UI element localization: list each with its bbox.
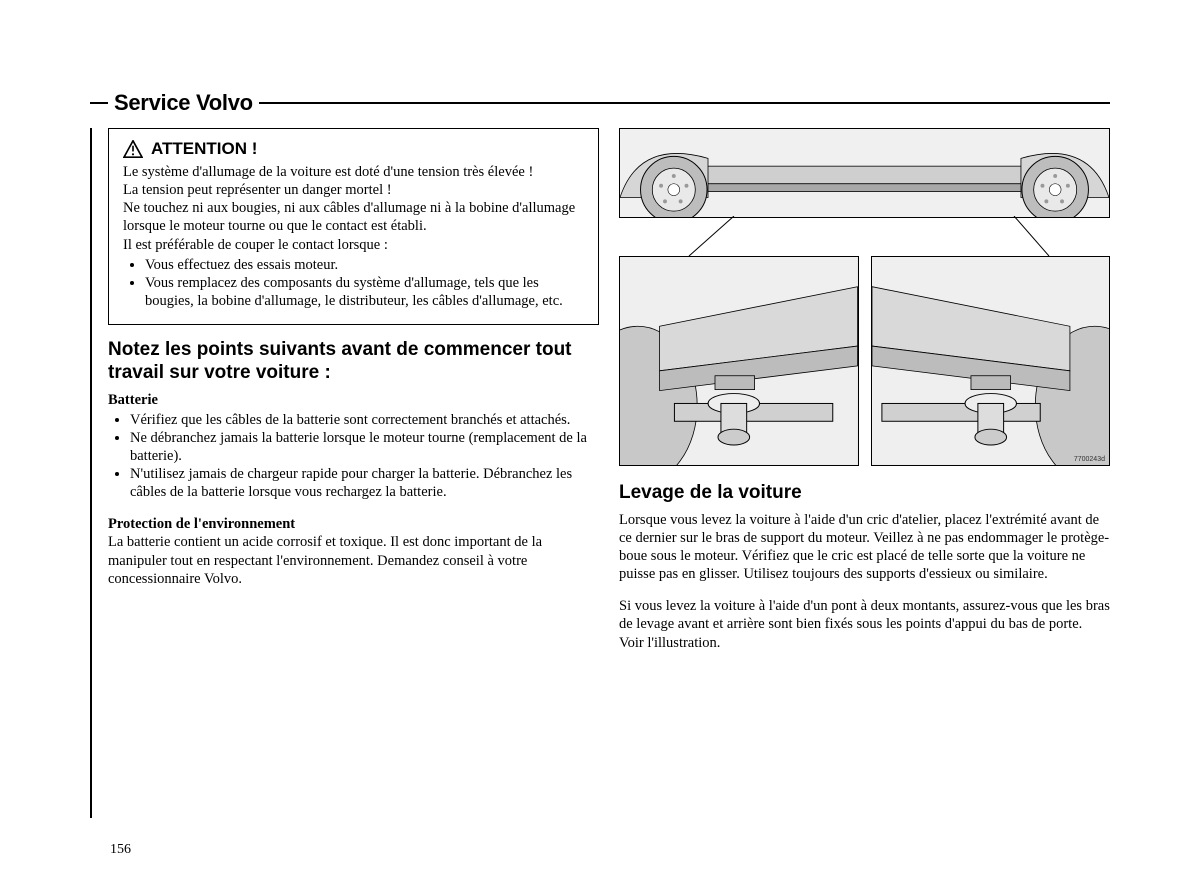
batterie-bullet: N'utilisez jamais de chargeur rapide pou…	[130, 465, 599, 501]
content-columns: ATTENTION ! Le système d'allumage de la …	[90, 128, 1110, 818]
batterie-bullet-list: Vérifiez que les câbles de la batterie s…	[108, 411, 599, 502]
section-title: Service Volvo	[108, 90, 259, 116]
right-p1: Lorsque vous levez la voiture à l'aide d…	[619, 511, 1110, 584]
batterie-bullet: Ne débranchez jamais la batterie lorsque…	[130, 429, 599, 465]
env-label: Protection de l'environnement	[108, 515, 599, 533]
car-side-illustration-icon	[620, 129, 1109, 217]
attention-box: ATTENTION ! Le système d'allumage de la …	[108, 128, 599, 325]
page-frame: Service Volvo ATTENTION ! Le système d'a…	[90, 90, 1110, 856]
warning-triangle-icon	[123, 140, 143, 158]
attention-p1: Le système d'allumage de la voiture est …	[123, 163, 584, 181]
column-left: ATTENTION ! Le système d'allumage de la …	[108, 128, 599, 818]
figure-jack-rear: 7700243d	[871, 256, 1111, 466]
attention-bullet: Vous remplacez des composants du système…	[145, 274, 584, 310]
figure-id-label: 7700243d	[1074, 456, 1105, 463]
attention-bullet: Vous effectuez des essais moteur.	[145, 256, 584, 274]
batterie-label: Batterie	[108, 391, 599, 409]
attention-body: Le système d'allumage de la voiture est …	[123, 163, 584, 310]
attention-header: ATTENTION !	[123, 139, 584, 159]
section-header: Service Volvo	[90, 90, 1110, 116]
page-number: 156	[110, 842, 131, 858]
jack-rear-illustration-icon	[872, 257, 1110, 465]
jack-front-illustration-icon	[620, 257, 858, 465]
batterie-block: Batterie Vérifiez que les câbles de la b…	[108, 391, 599, 502]
attention-bullet-list: Vous effectuez des essais moteur. Vous r…	[123, 256, 584, 310]
attention-title: ATTENTION !	[151, 139, 257, 159]
batterie-bullet: Vérifiez que les câbles de la batterie s…	[130, 411, 599, 429]
right-p2: Si vous levez la voiture à l'aide d'un p…	[619, 597, 1110, 651]
figure-detail-row: 7700243d	[619, 256, 1110, 466]
figure-car-side	[619, 128, 1110, 218]
attention-p4: Il est préférable de couper le contact l…	[123, 236, 584, 254]
header-rule-right	[259, 102, 1110, 104]
header-rule-left	[90, 102, 108, 104]
env-text: La batterie contient un acide corrosif e…	[108, 533, 599, 587]
figure-jack-front	[619, 256, 859, 466]
attention-p3: Ne touchez ni aux bougies, ni aux câbles…	[123, 199, 584, 235]
right-heading: Levage de la voiture	[619, 482, 1110, 505]
left-subheading: Notez les points suivants avant de comme…	[108, 339, 599, 385]
attention-p2: La tension peut représenter un danger mo…	[123, 181, 584, 199]
callout-lines-icon	[619, 216, 1119, 256]
column-right: 7700243d Levage de la voiture Lorsque vo…	[619, 128, 1110, 818]
figure-area: 7700243d	[619, 128, 1110, 466]
env-block: Protection de l'environnement La batteri…	[108, 515, 599, 588]
